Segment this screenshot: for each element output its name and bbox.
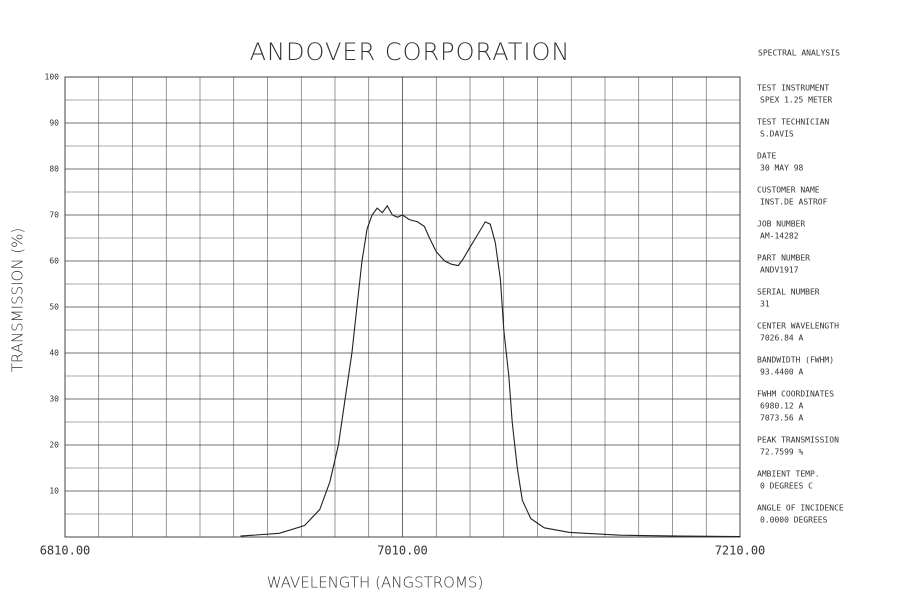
panel-field-label: SERIAL NUMBER [757,288,820,297]
panel-field-label: CUSTOMER NAME [757,186,820,195]
y-tick-label: 10 [49,487,59,496]
y-tick-label: 90 [49,119,59,128]
panel-field-value: 31 [760,300,770,309]
y-tick-label: 60 [49,257,59,266]
chart-title: ANDOVER CORPORATION [250,38,571,66]
panel-field-value: 0 DEGREES C [760,482,813,491]
panel-field-label: DATE [757,152,776,161]
panel-field-label: TEST INSTRUMENT [757,84,829,93]
x-tick-label: 6810.00 [40,544,91,558]
panel-field-label: TEST TECHNICIAN [757,118,829,127]
panel-field-label: FWHM COORDINATES [757,390,834,399]
panel-field-label: CENTER WAVELENGTH [757,322,839,331]
y-tick-label: 20 [49,441,59,450]
panel-field-value: 93.4400 A [760,368,804,377]
y-tick-label: 30 [49,395,59,404]
y-tick-label: 100 [45,73,60,82]
panel-field-value: 7026.84 A [760,334,804,343]
x-tick-label: 7210.00 [715,544,766,558]
x-tick-label: 7010.00 [377,544,428,558]
panel-title: SPECTRAL ANALYSIS [758,49,840,58]
panel-field-value: 72.7599 % [760,448,804,457]
panel-field-value: 7073.56 A [760,414,804,423]
panel-field-label: PEAK TRANSMISSION [757,436,839,445]
panel-field-label: JOB NUMBER [757,220,805,229]
x-axis-label: WAVELENGTH (ANGSTROMS) [267,574,484,592]
panel-field-value: INST.DE ASTROF [760,198,828,207]
panel-field-label: AMBIENT TEMP. [757,470,820,479]
panel-field-value: SPEX 1.25 METER [760,96,832,105]
y-tick-label: 50 [49,303,59,312]
panel-field-value: 6980.12 A [760,402,804,411]
y-axis-label: TRANSMISSION (%) [9,228,27,373]
y-tick-label: 70 [49,211,59,220]
y-tick-label: 40 [49,349,59,358]
panel-field-value: ANDV1917 [760,266,799,275]
panel-field-value: S.DAVIS [760,130,794,139]
y-tick-label: 80 [49,165,59,174]
panel-field-value: AM-14282 [760,232,799,241]
panel-field-value: 0.0000 DEGREES [760,516,828,525]
panel-field-label: BANDWIDTH (FWHM) [757,356,834,365]
panel-field-label: ANGLE OF INCIDENCE [757,504,844,513]
spectrum-line [240,204,741,538]
panel-field-label: PART NUMBER [757,254,810,263]
panel-field-value: 30 MAY 98 [760,164,804,173]
